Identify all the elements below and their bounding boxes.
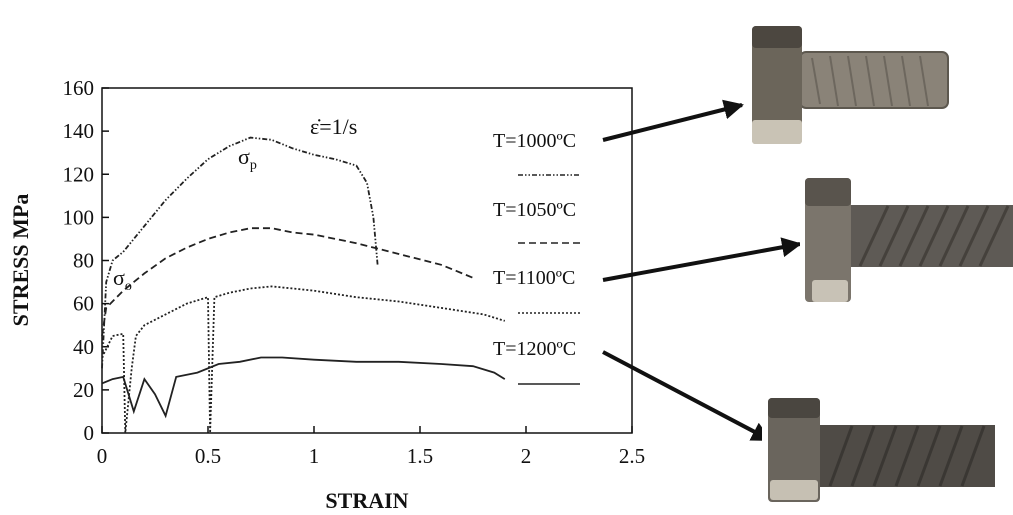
legend-label-1200: T=1200ºC [493,338,576,360]
x-tick-label: 1 [309,444,320,468]
x-tick-label: 0.5 [195,444,221,468]
y-tick-label: 80 [73,249,94,273]
y-tick-label: 160 [63,76,95,100]
x-tick-label: 2 [521,444,532,468]
y-tick-label: 60 [73,292,94,316]
y-tick-label: 100 [63,205,95,229]
arrow-1000 [602,99,744,142]
specimen-photo-1100 [800,170,1013,310]
y-tick-label: 120 [63,162,95,186]
x-tick-label: 2.5 [619,444,645,468]
y-axis-label: STRESS MPa [8,194,33,327]
strain-rate-annotation: ε̇=1/s [310,114,357,139]
x-axis-label: STRAIN [325,488,408,513]
x-tick-label: 1.5 [407,444,433,468]
series-layer [101,136,506,434]
y-tick-label: 0 [84,421,95,445]
x-tick-label: 0 [97,444,108,468]
specimen-photo-1200 [762,365,1002,505]
series-line-1200 [101,356,506,419]
y-tick-label: 140 [63,119,95,143]
y-tick-label: 40 [73,335,94,359]
yield-stress-label: σo [113,265,132,294]
series-line-1050 [101,227,474,337]
y-axis-ticks: 0 20 40 60 80 100 120 140 160 [63,76,109,445]
legend-label-1100: T=1100ºC [493,267,575,289]
x-axis-ticks: 0 0.5 1 1.5 2 2.5 [97,426,645,468]
peak-stress-label: σp [238,144,257,173]
arrow-1200 [602,350,772,442]
arrow-1100 [602,237,802,282]
legend-label-1000: T=1000ºC [493,130,576,152]
legend-label-1050: T=1050ºC [493,199,576,221]
series-line-1000 [101,136,379,369]
specimen-photo-1000 [746,8,956,153]
y-tick-label: 20 [73,378,94,402]
legend: T=1000ºC T=1050ºC T=1100ºC T=1200ºC [493,130,580,385]
